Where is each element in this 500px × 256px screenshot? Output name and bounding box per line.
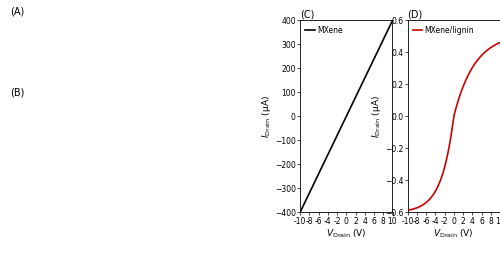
- MXene/lignin: [404, 209, 410, 212]
- MXene/lignin: [497, 41, 500, 44]
- MXene: [342, 119, 347, 122]
- MXene/lignin: [476, 56, 482, 59]
- MXene/lignin: [468, 68, 474, 71]
- MXene: [352, 97, 358, 100]
- Text: (D): (D): [408, 10, 423, 20]
- MXene: [341, 120, 347, 123]
- MXene: [373, 54, 379, 57]
- MXene: [390, 19, 396, 22]
- MXene/lignin: [445, 150, 451, 153]
- Text: (A): (A): [10, 7, 24, 17]
- MXene/lignin: [414, 206, 420, 209]
- Text: (C): (C): [300, 10, 314, 20]
- Line: MXene/lignin: MXene/lignin: [408, 42, 500, 210]
- X-axis label: $V_\mathregular{Drain}$ (V): $V_\mathregular{Drain}$ (V): [434, 227, 474, 240]
- Text: (B): (B): [10, 88, 24, 98]
- Legend: MXene/lignin: MXene/lignin: [412, 24, 476, 36]
- Y-axis label: $I_\mathregular{Drain}$ (μA): $I_\mathregular{Drain}$ (μA): [370, 95, 384, 138]
- MXene: [297, 211, 303, 214]
- MXene/lignin: [478, 54, 484, 57]
- Legend: MXene: MXene: [304, 24, 344, 36]
- MXene/lignin: [442, 165, 448, 168]
- Y-axis label: $I_\mathregular{Drain}$ (μA): $I_\mathregular{Drain}$ (μA): [260, 95, 274, 138]
- MXene: [388, 24, 394, 27]
- Line: MXene: MXene: [300, 20, 392, 212]
- X-axis label: $V_\mathregular{Drain}$ (V): $V_\mathregular{Drain}$ (V): [326, 227, 366, 240]
- MXene: [347, 107, 353, 110]
